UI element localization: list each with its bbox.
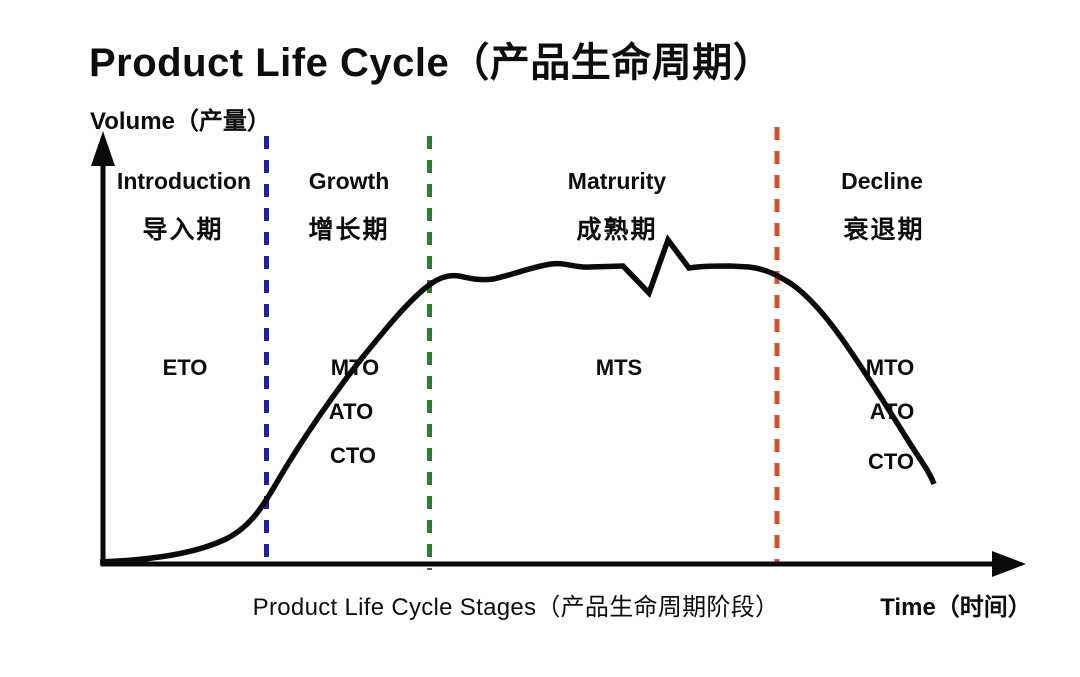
stage-maturity-label: Matrurity [567,168,667,194]
strategy-growth-mto-label: MTO [330,355,380,380]
page-title: Product Life Cycle（产品生命周期） [89,41,774,85]
strategy-mts-label: MTS [595,355,643,380]
volume-axis-label: Volume（产量） [90,108,271,135]
strategy-decline-cto-label: CTO [867,449,915,474]
strategy-decline-mto-label: MTO [865,355,915,380]
stage-growth-label-zh: 增长期 [308,216,390,244]
strategy-growth-ato-label: ATO [328,399,374,424]
lifecycle-curve [99,234,937,565]
strategy-growth-cto-label: CTO [329,443,377,468]
stage-growth-label: Growth [308,168,390,194]
stage-introduction-label: Introduction [116,168,252,194]
stage-decline-label: Decline [841,168,923,194]
y-axis-arrowhead-icon [91,131,115,166]
strategy-eto-label: ETO [162,355,208,380]
stage-decline-label-zh: 衰退期 [843,216,925,244]
time-axis-label: Time（时间） [880,594,1032,621]
x-axis-caption: Product Life Cycle Stages（产品生命周期阶段） [252,594,780,621]
x-axis-arrowhead-icon [992,551,1026,577]
stage-introduction-label-zh: 导入期 [142,216,224,244]
strategy-decline-ato-label: ATO [869,399,915,424]
stage-maturity-label-zh: 成熟期 [576,216,658,244]
